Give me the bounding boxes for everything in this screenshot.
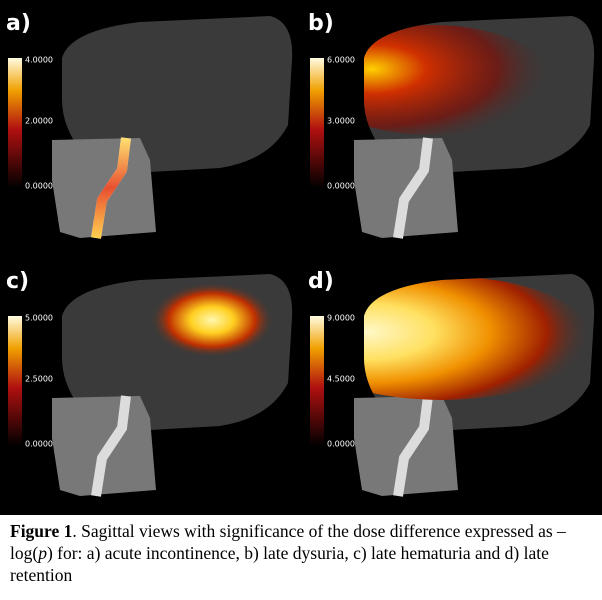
colorbar-tick: 6.0000 <box>327 56 355 65</box>
colorbar <box>310 316 324 446</box>
colorbar-tick: 3.0000 <box>327 117 355 126</box>
panel-label: d) <box>308 269 334 294</box>
caption-text: ) for: a) acute incontinence, b) late dy… <box>10 543 549 585</box>
heat-map <box>364 25 552 135</box>
colorbar-tick: 0.0000 <box>327 440 355 449</box>
colorbar-tick: 4.5000 <box>327 375 355 384</box>
colorbar <box>8 316 22 446</box>
figure: a) 4.0000 2.0000 0.0000 b) 6.0000 3.0000… <box>0 0 602 515</box>
colorbar-tick: 2.0000 <box>25 117 53 126</box>
caption: Figure 1. Sagittal views with significan… <box>10 520 596 586</box>
colorbar-tick: 2.5000 <box>25 375 53 384</box>
panel-label: c) <box>6 269 29 294</box>
colorbar-tick: 0.0000 <box>25 182 53 191</box>
colorbar <box>8 58 22 188</box>
panel-label: b) <box>308 11 334 36</box>
colorbar-tick: 9.0000 <box>327 314 355 323</box>
panel-c: c) 5.0000 2.5000 0.0000 <box>6 269 292 496</box>
colorbar-tick: 0.0000 <box>25 440 53 449</box>
panel-a: a) 4.0000 2.0000 0.0000 <box>6 11 292 238</box>
caption-variable: p <box>38 543 47 563</box>
colorbar-tick: 0.0000 <box>327 182 355 191</box>
heat-map <box>91 137 131 239</box>
caption-label: Figure 1 <box>10 521 73 541</box>
colorbar-tick: 5.0000 <box>25 314 53 323</box>
panel-label: a) <box>6 11 31 36</box>
colorbar <box>310 58 324 188</box>
panel-b: b) 6.0000 3.0000 0.0000 <box>308 11 594 238</box>
caption-text: . Sagittal views with significance of th… <box>10 521 566 563</box>
colorbar-tick: 4.0000 <box>25 56 53 65</box>
heat-map <box>150 282 274 358</box>
